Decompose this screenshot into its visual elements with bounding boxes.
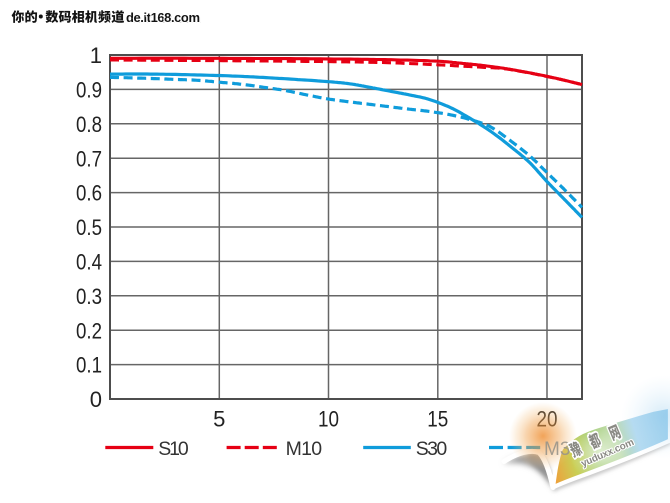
svg-text:0: 0	[90, 387, 102, 412]
svg-text:10: 10	[318, 407, 339, 432]
svg-text:1: 1	[90, 43, 102, 68]
svg-text:0.2: 0.2	[76, 318, 102, 343]
svg-text:S30: S30	[416, 438, 448, 460]
svg-text:0.1: 0.1	[76, 353, 102, 378]
svg-text:de.it168.com: de.it168.com	[126, 10, 200, 25]
svg-text:0.9: 0.9	[76, 78, 102, 103]
svg-text:0.5: 0.5	[76, 215, 102, 240]
svg-text:15: 15	[427, 407, 448, 432]
svg-text:de.it168.com: de.it168.com	[127, 11, 201, 26]
svg-text:0.8: 0.8	[76, 112, 102, 137]
svg-text:5: 5	[213, 407, 225, 432]
svg-text:S10: S10	[158, 438, 189, 460]
svg-text:0.4: 0.4	[76, 250, 102, 275]
svg-text:0.3: 0.3	[76, 284, 102, 309]
svg-text:M10: M10	[286, 438, 323, 460]
svg-text:0.6: 0.6	[76, 181, 102, 206]
svg-text:0.7: 0.7	[76, 146, 102, 171]
